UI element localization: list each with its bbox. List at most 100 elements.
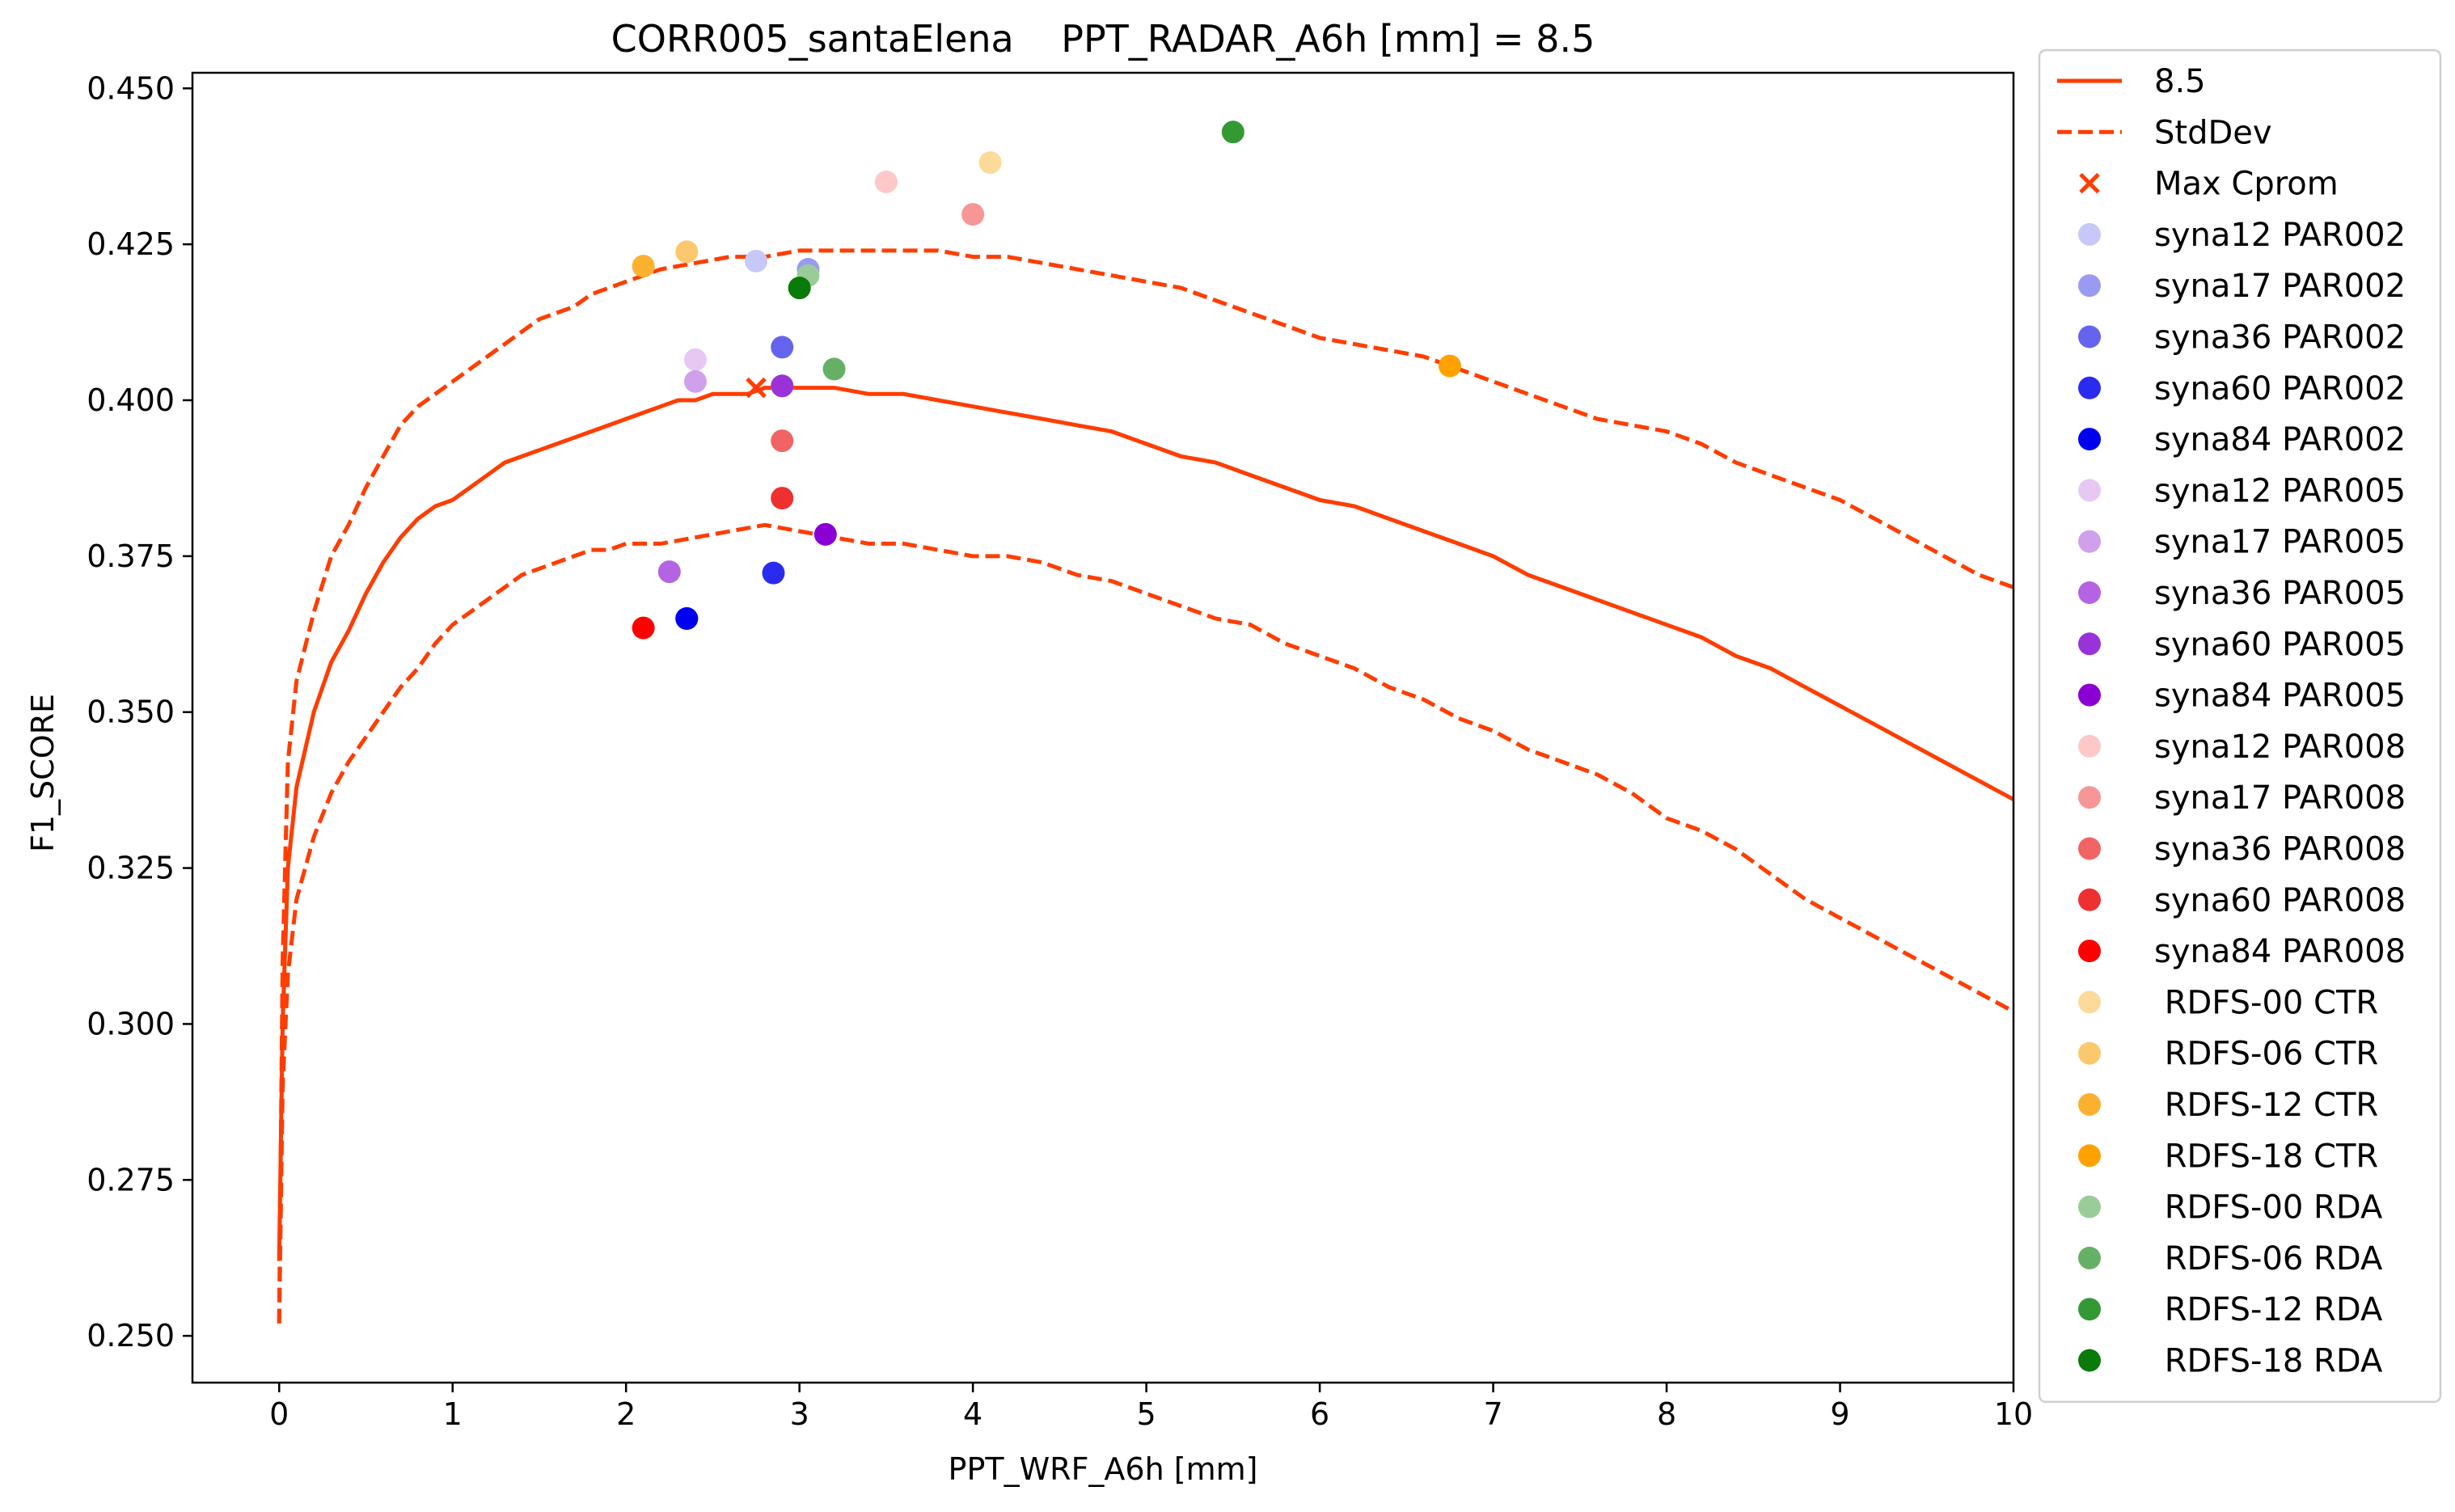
legend-entry: RDFS-00 CTR xyxy=(2078,984,2378,1021)
x-tick-label: 4 xyxy=(963,1396,982,1432)
x-tick-label: 3 xyxy=(790,1396,809,1432)
mean-f1-line xyxy=(277,386,2013,1261)
legend-dot-swatch xyxy=(2078,274,2101,298)
legend-label: syna36 PAR002 xyxy=(2154,319,2406,357)
scatter-point xyxy=(822,357,846,381)
legend-dot-swatch xyxy=(2078,428,2101,451)
legend-label: 8.5 xyxy=(2154,63,2206,100)
legend-entry: StdDev xyxy=(2057,114,2272,151)
legend-entry: RDFS-18 CTR xyxy=(2078,1138,2378,1175)
scatter-point xyxy=(683,370,707,393)
legend-label: StdDev xyxy=(2154,114,2272,151)
legend-dot-swatch xyxy=(2078,837,2101,860)
scatter-point xyxy=(813,522,837,546)
scatter-point xyxy=(961,203,985,226)
legend-entry: syna17 PAR008 xyxy=(2078,779,2406,817)
legend-entry: Max Cprom xyxy=(2079,166,2339,203)
legend-label: RDFS-00 RDA xyxy=(2154,1189,2383,1227)
legend-label: syna17 PAR005 xyxy=(2154,524,2406,561)
legend-dot-swatch xyxy=(2078,786,2101,809)
scatter-point xyxy=(771,487,794,510)
scatter-point xyxy=(771,374,794,398)
legend-dot-swatch xyxy=(2078,1298,2101,1321)
x-tick-label: 6 xyxy=(1310,1396,1329,1432)
x-axis-label: PPT_WRF_A6h [mm] xyxy=(949,1451,1258,1487)
x-tick-label: 5 xyxy=(1137,1396,1156,1432)
legend-dot-swatch xyxy=(2078,1246,2101,1269)
scatter-point xyxy=(1221,120,1244,144)
legend-box xyxy=(2038,49,2442,1404)
scatter-point xyxy=(632,616,655,640)
axes-frame xyxy=(191,71,2015,1384)
x-tick-label: 10 xyxy=(1994,1396,2033,1432)
legend-dot-swatch xyxy=(2078,1144,2101,1168)
legend-label: syna12 PAR005 xyxy=(2154,472,2406,509)
scatter-point xyxy=(745,249,768,272)
legend-dot-swatch xyxy=(2078,222,2101,246)
legend-label: syna36 PAR005 xyxy=(2154,575,2406,612)
y-tick-label: 0.350 xyxy=(87,695,175,730)
legend-entry: syna12 PAR005 xyxy=(2078,472,2406,509)
y-tick-label: 0.250 xyxy=(87,1318,175,1354)
y-tick-label: 0.400 xyxy=(87,382,175,418)
legend-label: RDFS-06 CTR xyxy=(2154,1036,2378,1073)
scatter-point xyxy=(874,171,898,193)
y-tick-label: 0.300 xyxy=(87,1006,175,1041)
legend-label: syna60 PAR008 xyxy=(2154,882,2406,919)
x-tick-label: 1 xyxy=(443,1396,463,1432)
legend-entry: syna60 PAR008 xyxy=(2078,882,2406,919)
legend-dot-swatch xyxy=(2078,376,2101,399)
scatter-point xyxy=(762,561,785,585)
legend-dot-swatch xyxy=(2078,940,2101,963)
chart-title: CORR005_santaElena PPT_RADAR_A6h [mm] = … xyxy=(611,17,1595,61)
scatter-point xyxy=(675,240,699,264)
legend-entry: RDFS-12 RDA xyxy=(2078,1291,2383,1328)
legend-entry: RDFS-12 CTR xyxy=(2078,1087,2378,1124)
legend-dot-swatch xyxy=(2078,1349,2101,1372)
y-axis-label: F1_SCORE xyxy=(25,694,61,852)
legend-label: RDFS-12 CTR xyxy=(2154,1087,2378,1124)
legend-dot-swatch xyxy=(2078,734,2101,758)
legend-entry: syna17 PAR005 xyxy=(2078,524,2406,561)
legend-entry: syna12 PAR002 xyxy=(2078,217,2406,254)
scatter-point xyxy=(978,151,1002,175)
x-tick-label: 8 xyxy=(1657,1396,1676,1432)
legend-dot-swatch xyxy=(2078,888,2101,911)
scatter-point xyxy=(771,429,794,453)
legend-label: syna12 PAR002 xyxy=(2154,217,2406,254)
legend-entry: syna84 PAR008 xyxy=(2078,933,2406,970)
plot-area xyxy=(277,120,2013,1324)
legend-label: syna60 PAR002 xyxy=(2154,370,2406,408)
legend-label: RDFS-06 RDA xyxy=(2154,1240,2383,1278)
scatter-point xyxy=(657,560,681,584)
legend-label: syna60 PAR005 xyxy=(2154,626,2406,663)
legend-entry: syna36 PAR008 xyxy=(2078,831,2406,868)
legend-entry: syna36 PAR002 xyxy=(2078,319,2406,357)
legend-entry: RDFS-00 RDA xyxy=(2078,1189,2383,1227)
legend-dot-swatch xyxy=(2078,1195,2101,1218)
legend: 8.5 StdDev Max Cprom syna12 PAR002 syna17 PA… xyxy=(2038,49,2442,1404)
legend-label: syna17 PAR002 xyxy=(2154,268,2406,305)
x-tick-label: 0 xyxy=(269,1396,289,1432)
legend-entry: syna60 PAR005 xyxy=(2078,626,2406,663)
stddev-upper-line xyxy=(277,248,2013,1324)
y-tick-label: 0.325 xyxy=(87,851,175,886)
scatter-point xyxy=(683,348,707,371)
scatter-point xyxy=(788,277,811,300)
legend-dot-swatch xyxy=(2078,1093,2101,1116)
legend-label: syna84 PAR008 xyxy=(2154,933,2406,970)
legend-cross-swatch xyxy=(2079,172,2100,194)
legend-dot-swatch xyxy=(2078,632,2101,656)
y-tick-label: 0.375 xyxy=(87,538,175,574)
scatter-point xyxy=(675,607,699,630)
legend-dot-swatch xyxy=(2078,1041,2101,1065)
legend-dot-swatch xyxy=(2078,990,2101,1014)
legend-entry: syna84 PAR005 xyxy=(2078,678,2406,715)
legend-label: RDFS-18 RDA xyxy=(2154,1343,2383,1380)
legend-entry: syna17 PAR002 xyxy=(2078,268,2406,305)
legend-entry: syna12 PAR008 xyxy=(2078,729,2406,766)
legend-dot-swatch xyxy=(2078,325,2101,348)
legend-label: syna84 PAR002 xyxy=(2154,421,2406,458)
legend-label: syna84 PAR005 xyxy=(2154,678,2406,715)
